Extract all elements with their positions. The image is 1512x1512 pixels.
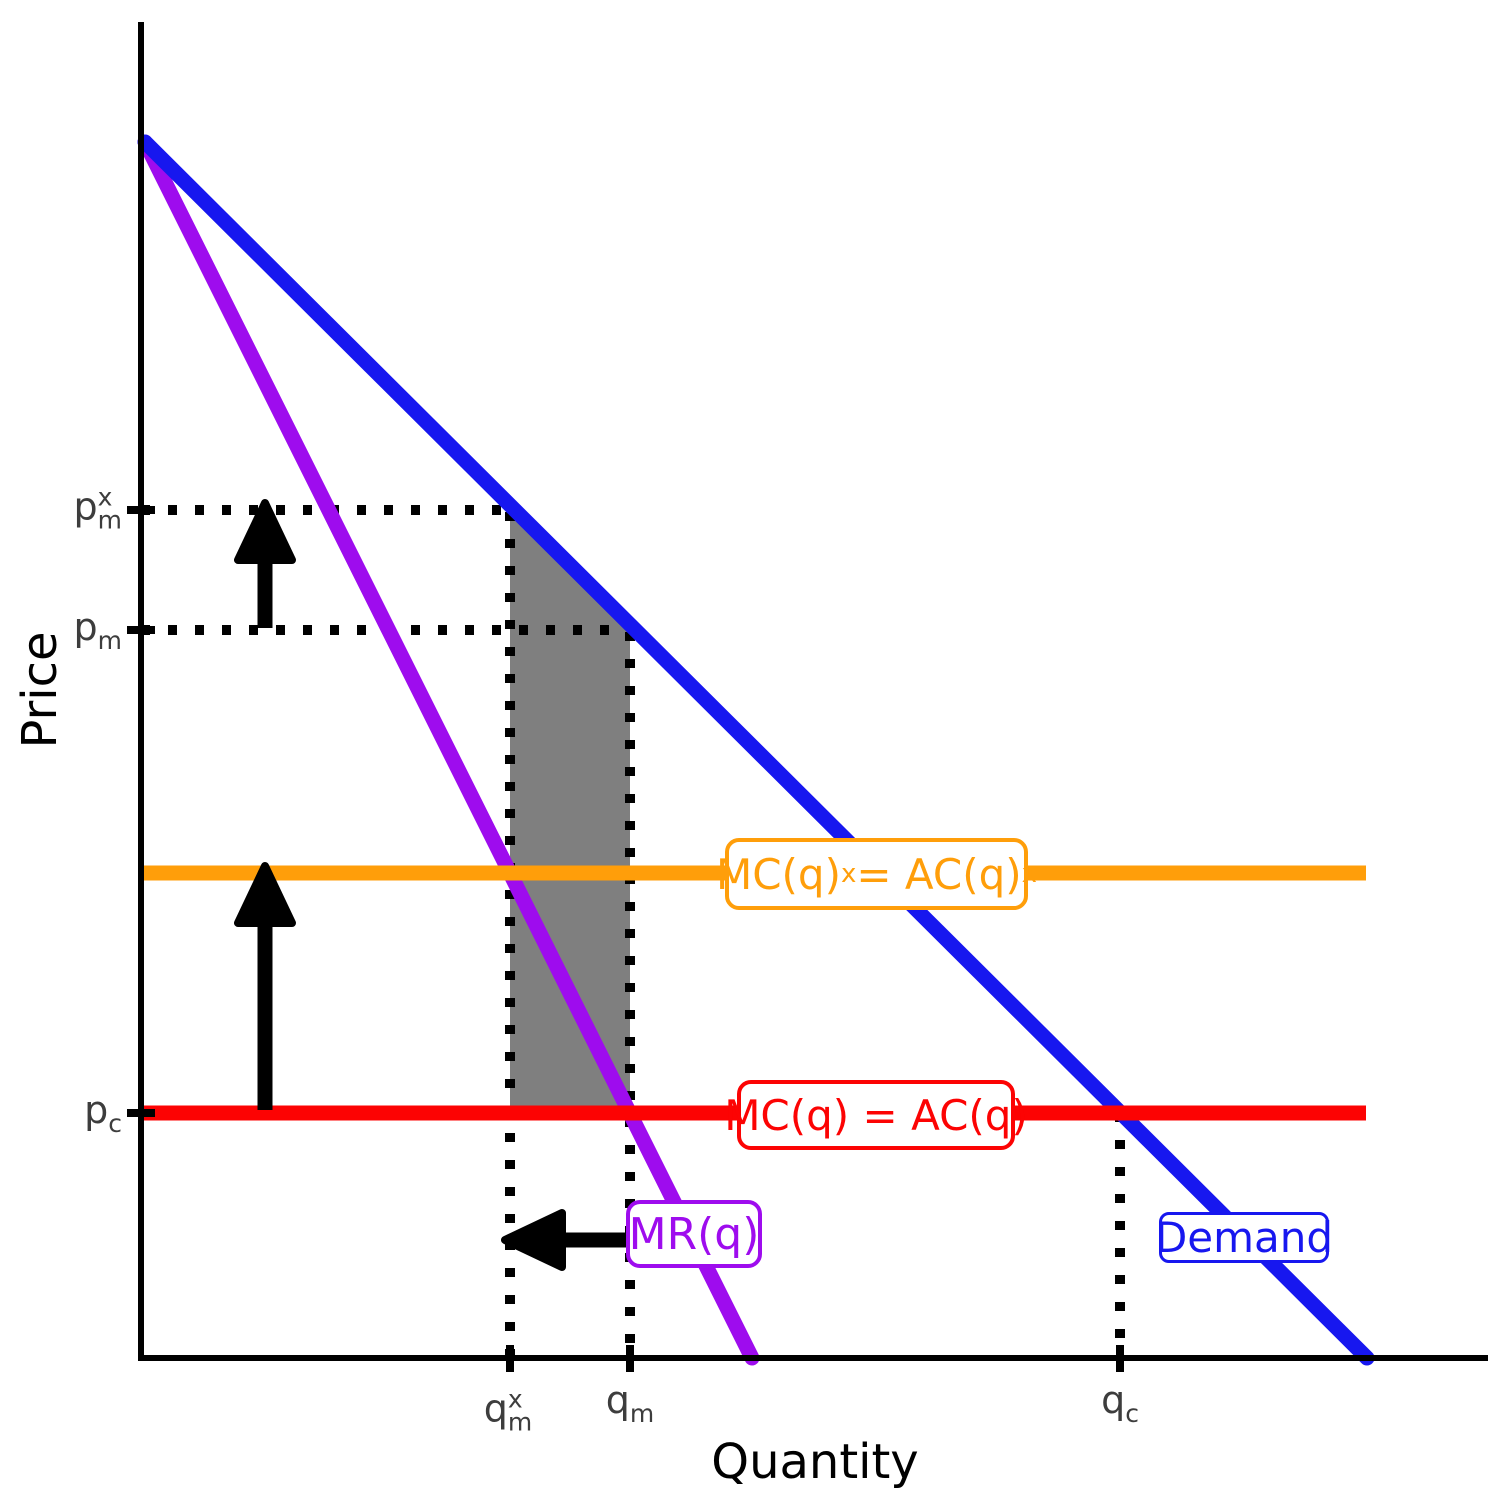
- pmx-sup: x: [97, 482, 113, 512]
- y-axis-title: Price: [12, 631, 68, 749]
- mr-label: MR(q): [626, 1200, 762, 1268]
- y-tick-label-pm: pm: [74, 605, 122, 655]
- qc-sub: c: [1125, 1399, 1139, 1428]
- mr-text: MR(q): [628, 1208, 760, 1260]
- pc-sub: c: [108, 1109, 122, 1138]
- pmx-base: p: [73, 484, 98, 529]
- demand-line: [137, 134, 1375, 1366]
- qm-base: q: [605, 1378, 630, 1422]
- demand-label: Demand: [1155, 1212, 1333, 1263]
- qc-base: q: [1101, 1378, 1126, 1422]
- mc-low-label: MC(q) = AC(q): [724, 1080, 1028, 1150]
- mc-high-sup2: x: [1021, 859, 1038, 889]
- pc-base: p: [84, 1088, 109, 1132]
- mc-high-label: MC(q) x = AC(q) x: [716, 838, 1037, 910]
- cost-increase-arrow: [234, 862, 296, 1110]
- qmx-sub: m: [507, 1407, 533, 1437]
- mc-low-text: MC(q) = AC(q): [724, 1090, 1028, 1140]
- shaded-welfare-region: [510, 512, 630, 1113]
- pmx-sub: m: [97, 505, 122, 535]
- pm-sub: m: [97, 626, 122, 655]
- demand-text: Demand: [1154, 1213, 1334, 1262]
- x-tick-label-qc: qc: [1101, 1378, 1139, 1428]
- x-tick-label-qm: qm: [606, 1378, 654, 1428]
- quantity-decrease-arrow: [501, 1209, 632, 1271]
- y-tick-label-pc: pc: [84, 1088, 122, 1138]
- mc-high-sup1: x: [840, 859, 857, 889]
- qmx-sup: x: [507, 1384, 523, 1414]
- mc-high-part1: MC(q): [715, 849, 841, 899]
- mr-line: [137, 134, 760, 1366]
- price-increase-arrow: [234, 499, 296, 628]
- pm-base: p: [73, 605, 98, 649]
- qm-sub: m: [629, 1399, 655, 1428]
- mc-high-part2: = AC(q): [856, 849, 1022, 899]
- x-axis-title: Quantity: [711, 1434, 919, 1490]
- qmx-base: q: [483, 1386, 508, 1431]
